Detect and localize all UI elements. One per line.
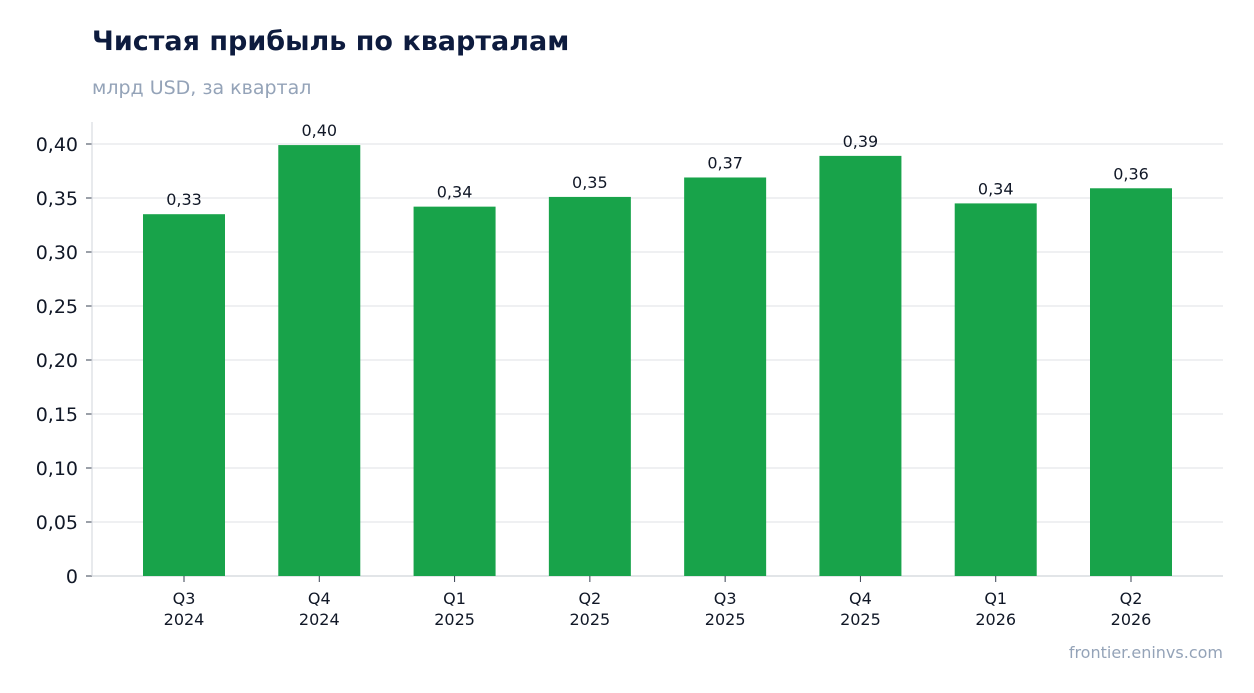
bars — [143, 145, 1172, 577]
x-tick-label-quarter: Q4 — [308, 589, 331, 608]
x-tick-label-year: 2026 — [975, 610, 1016, 629]
x-tick-label-quarter: Q2 — [578, 589, 601, 608]
chart-title: Чистая прибыль по кварталам — [92, 26, 570, 57]
chart-subtitle: млрд USD, за квартал — [92, 77, 312, 99]
bar-value-label: 0,39 — [843, 132, 879, 151]
x-tick-label-year: 2025 — [434, 610, 475, 629]
bar-value-label: 0,33 — [166, 190, 202, 209]
bar — [278, 145, 361, 576]
y-tick-label: 0 — [66, 566, 78, 588]
bar-value-label: 0,35 — [572, 173, 608, 192]
bar-value-label: 0,36 — [1113, 164, 1149, 183]
x-tick-label-year: 2025 — [705, 610, 746, 629]
x-tick-label-year: 2025 — [569, 610, 610, 629]
bar-value-label: 0,37 — [707, 153, 743, 172]
bar — [548, 196, 631, 577]
x-tick-label-quarter: Q2 — [1120, 589, 1143, 608]
y-tick-label: 0,10 — [36, 458, 78, 480]
x-axis: Q3 2024 Q4 2024 Q1 2025 Q2 2025 Q3 2025 Q4 2025 Q1 20… — [92, 575, 1223, 629]
x-tick-label-quarter: Q4 — [849, 589, 872, 608]
bar — [1090, 188, 1172, 576]
x-tick-label-quarter: Q3 — [173, 589, 196, 608]
x-tick-label-quarter: Q3 — [714, 589, 737, 608]
y-tick-label: 0,20 — [36, 350, 78, 372]
bar-value-label: 0,40 — [301, 121, 337, 140]
grid-lines — [92, 143, 1223, 523]
bar — [954, 203, 1037, 576]
bar — [413, 206, 496, 576]
y-tick-label: 0,25 — [36, 296, 78, 318]
bar — [819, 155, 902, 576]
bar — [143, 214, 225, 576]
x-tick-label-year: 2024 — [164, 610, 205, 629]
y-tick-label: 0,05 — [36, 512, 78, 534]
y-tick-label: 0,35 — [36, 188, 78, 210]
data-labels: 0,33 0,40 0,34 0,35 0,37 0,39 0,34 0,36 — [166, 121, 1149, 209]
bar-value-label: 0,34 — [978, 179, 1014, 198]
y-tick-label: 0,30 — [36, 242, 78, 264]
y-tick-label: 0,40 — [36, 134, 78, 156]
y-axis: 0 0,05 0,10 0,15 0,20 0,25 0,30 0,35 0,40 — [36, 122, 93, 588]
source-credit: frontier.eninvs.com — [1068, 643, 1223, 662]
x-tick-label-year: 2024 — [299, 610, 340, 629]
x-tick-label-year: 2026 — [1111, 610, 1152, 629]
x-tick-label-quarter: Q1 — [984, 589, 1007, 608]
x-tick-label-year: 2025 — [840, 610, 881, 629]
bar — [684, 177, 767, 577]
x-tick-label-quarter: Q1 — [443, 589, 466, 608]
y-tick-label: 0,15 — [36, 404, 78, 426]
bar-value-label: 0,34 — [437, 183, 473, 202]
